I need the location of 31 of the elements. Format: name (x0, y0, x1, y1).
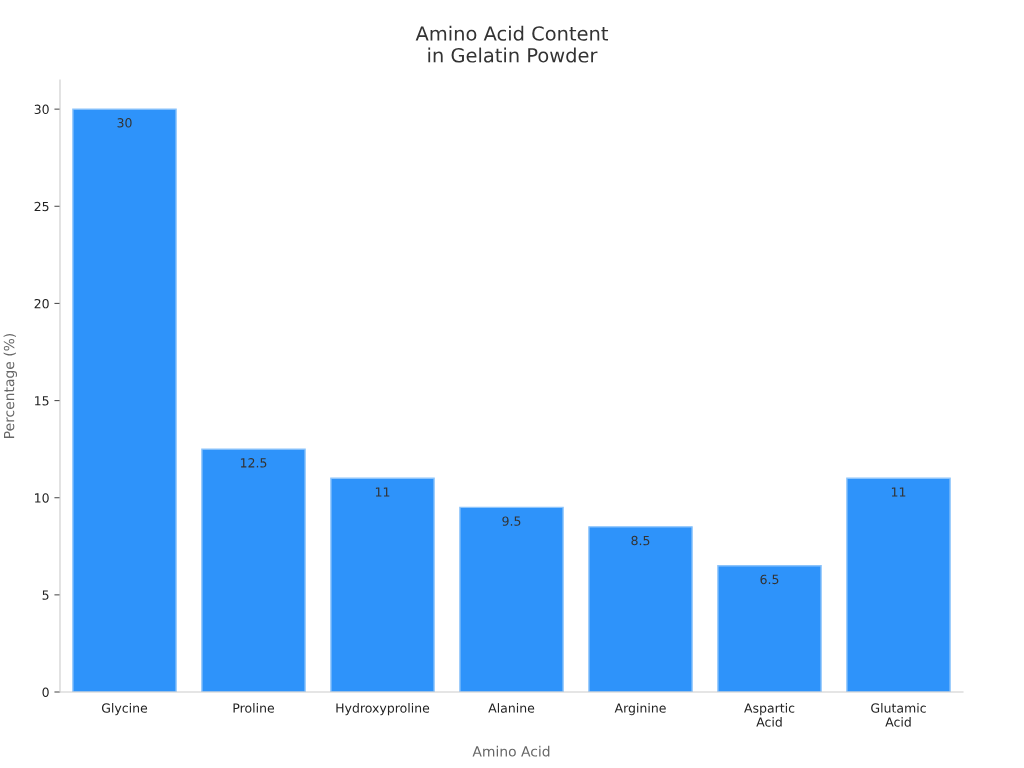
y-tick-label: 5 (42, 590, 49, 600)
x-tick-label: Aspartic Acid (744, 703, 795, 727)
data-label: 8.5 (631, 535, 650, 546)
bar (201, 448, 306, 692)
bar (330, 477, 435, 692)
data-label: 12.5 (240, 458, 267, 468)
bar (459, 506, 564, 692)
y-tick-label: 15 (35, 396, 49, 406)
x-tick-label: Hydroxyproline (336, 703, 430, 716)
x-axis-title: Amino Acid (472, 745, 550, 757)
y-tick-label: 10 (35, 493, 49, 503)
data-label: 30 (117, 118, 132, 128)
bar (717, 565, 822, 692)
chart-title: Amino Acid Content in Gelatin Powder (415, 25, 609, 63)
y-tick-label: 30 (34, 104, 49, 115)
data-label: 9.5 (502, 516, 521, 526)
y-axis-title: Percentage (%) (3, 333, 18, 438)
bar (846, 477, 951, 692)
x-tick-label: Arginine (614, 703, 666, 716)
y-tick-label: 0 (42, 687, 49, 697)
x-tick-label: Glycine (101, 703, 148, 716)
data-label: 11 (891, 487, 906, 497)
x-tick-label: Alanine (488, 703, 535, 713)
y-tick-label: 20 (34, 298, 49, 309)
x-tick-label: Glutamic Acid (871, 703, 926, 727)
y-tick-label: 25 (34, 201, 49, 212)
x-tick-label: Proline (233, 703, 275, 713)
bar (588, 526, 693, 692)
bar (72, 108, 177, 692)
data-label: 6.5 (760, 574, 779, 585)
data-label: 11 (375, 487, 390, 497)
